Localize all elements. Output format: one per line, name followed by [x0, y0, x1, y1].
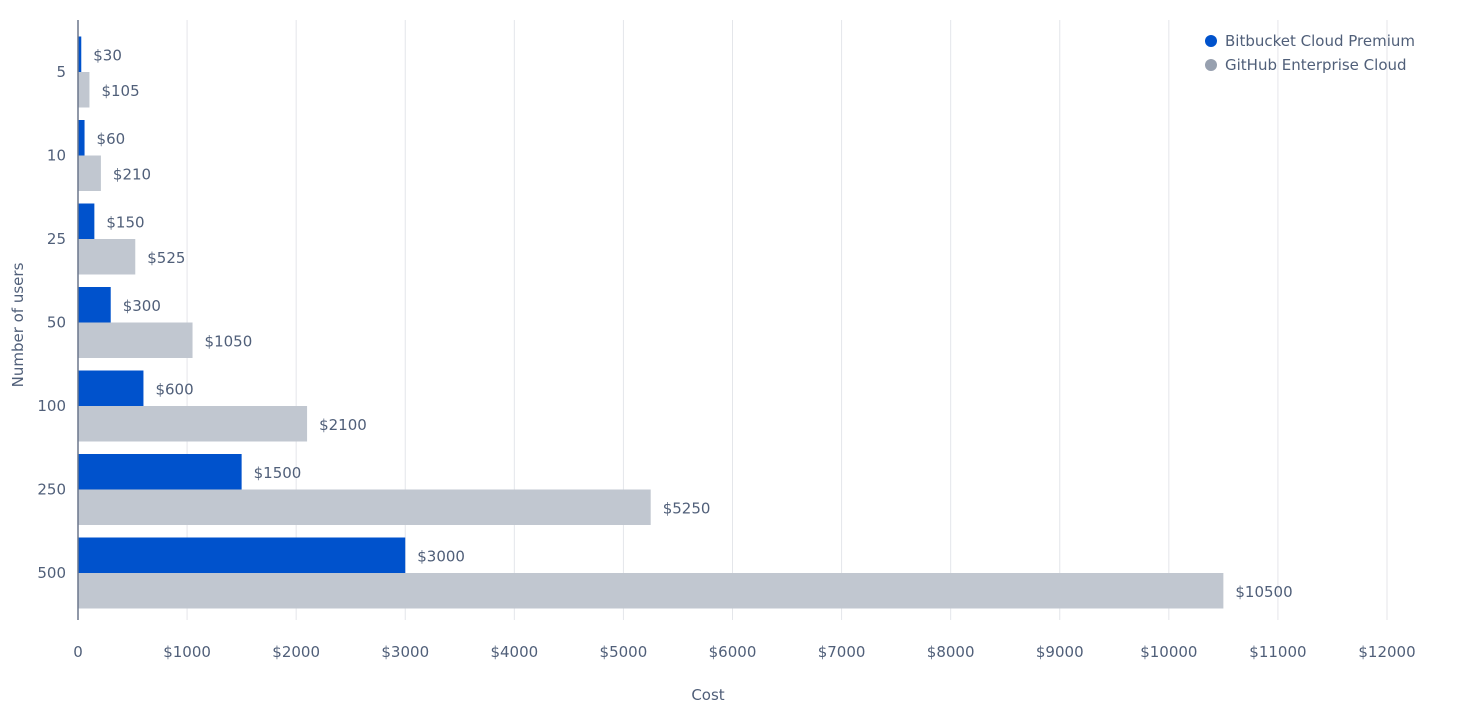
bar-github[interactable] [78, 573, 1224, 609]
data-label: $1500 [254, 464, 302, 482]
x-tick-label: $7000 [818, 643, 866, 661]
x-tick-label: 0 [73, 643, 83, 661]
y-tick-labels: 5 10 25 50 100 250 500 [37, 63, 66, 582]
legend-dot-icon [1205, 35, 1217, 47]
x-tick-label: $8000 [927, 643, 975, 661]
bar-github[interactable] [78, 322, 193, 359]
bar-bitbucket[interactable] [78, 120, 85, 156]
y-tick-label: 10 [47, 147, 66, 165]
data-label: $2100 [319, 416, 367, 434]
data-label: $150 [106, 213, 144, 231]
x-tick-label: $6000 [709, 643, 757, 661]
x-tick-label: $12000 [1358, 643, 1415, 661]
data-label: $60 [97, 130, 126, 148]
legend: Bitbucket Cloud Premium GitHub Enterpris… [1205, 32, 1415, 74]
x-axis-label: Cost [691, 686, 724, 704]
gridlines [186, 20, 1388, 620]
data-label: $600 [155, 380, 193, 398]
x-tick-label: $10000 [1140, 643, 1197, 661]
legend-item-bitbucket[interactable]: Bitbucket Cloud Premium [1205, 32, 1415, 50]
data-label: $210 [113, 165, 151, 183]
y-tick-label: 25 [47, 230, 66, 248]
x-tick-label: $5000 [600, 643, 648, 661]
x-tick-label: $4000 [490, 643, 538, 661]
y-tick-label: 500 [37, 564, 66, 582]
legend-label: Bitbucket Cloud Premium [1225, 32, 1415, 50]
bar-bitbucket[interactable] [78, 36, 82, 73]
x-tick-label: $2000 [272, 643, 320, 661]
legend-item-github[interactable]: GitHub Enterprise Cloud [1205, 56, 1407, 74]
bar-github[interactable] [78, 155, 101, 192]
legend-label: GitHub Enterprise Cloud [1225, 56, 1407, 74]
data-label: $10500 [1235, 583, 1292, 601]
data-label: $300 [123, 297, 161, 315]
bar-bitbucket[interactable] [78, 537, 406, 574]
bar-bitbucket[interactable] [78, 203, 95, 240]
bar-bitbucket[interactable] [78, 454, 242, 490]
bar-github[interactable] [78, 239, 136, 275]
data-label: $1050 [205, 332, 253, 350]
data-label: $30 [93, 46, 122, 64]
y-tick-label: 100 [37, 397, 66, 415]
data-label: $5250 [663, 499, 711, 517]
bar-github[interactable] [78, 489, 651, 526]
bars: $30 $105 $60 $210 $150$525 $300 $1050 $600 $2100… [78, 36, 1293, 609]
data-label: $3000 [417, 547, 465, 565]
bar-github[interactable] [78, 406, 308, 442]
bar-bitbucket[interactable] [78, 370, 144, 407]
bar-bitbucket[interactable] [78, 287, 111, 323]
x-tick-label: $1000 [163, 643, 211, 661]
bar-github[interactable] [78, 72, 90, 108]
x-tick-label: $3000 [381, 643, 429, 661]
x-tick-label: $11000 [1249, 643, 1306, 661]
data-label: $525 [147, 249, 185, 267]
y-tick-label: 50 [47, 314, 66, 332]
y-tick-label: 5 [56, 63, 66, 81]
y-axis-label: Number of users [9, 262, 27, 387]
legend-dot-icon [1205, 59, 1217, 71]
x-tick-label: $9000 [1036, 643, 1084, 661]
y-tick-label: 250 [37, 481, 66, 499]
data-label: $105 [101, 82, 139, 100]
x-tick-labels: 0 $1000 $2000 $3000 $4000 $5000 $6000 $7000 $800… [73, 643, 1415, 661]
